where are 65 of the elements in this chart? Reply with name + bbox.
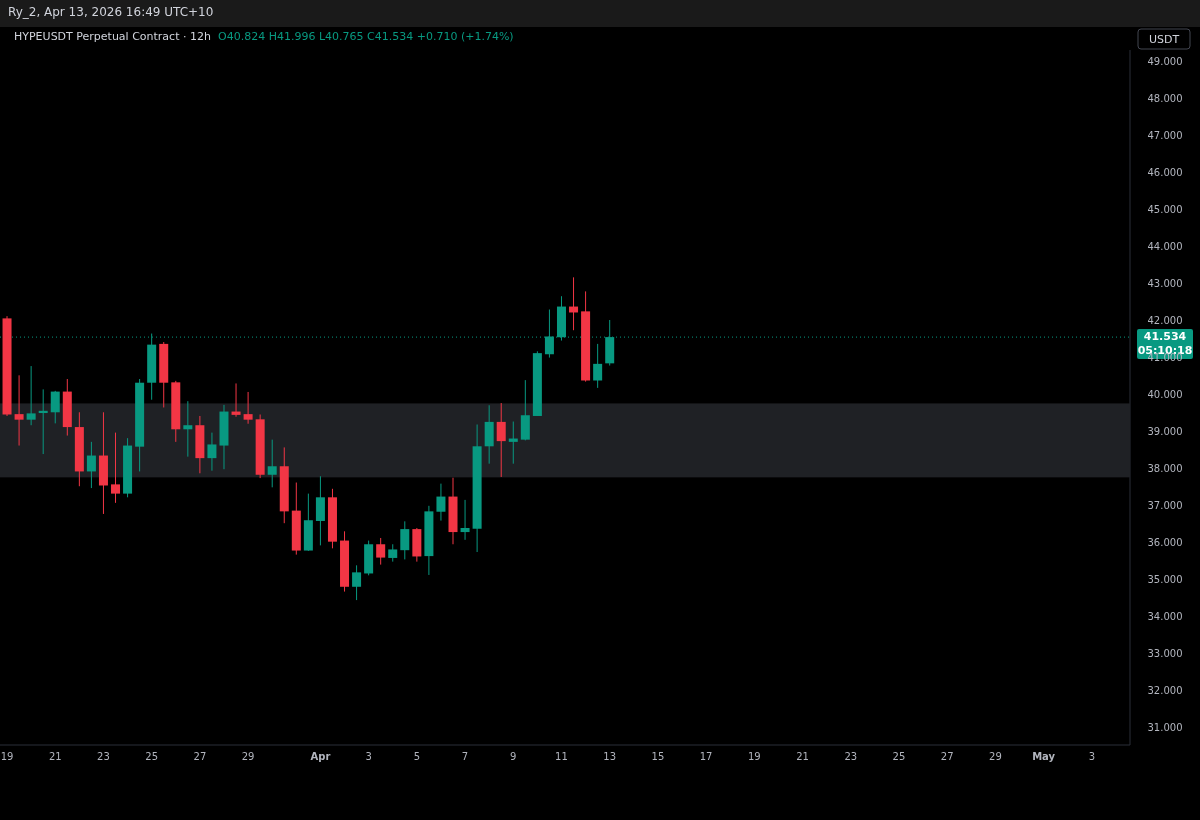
x-tick-label: 3 xyxy=(1088,751,1096,762)
candlestick xyxy=(267,439,277,488)
candlestick xyxy=(376,537,386,566)
candlestick xyxy=(231,382,241,418)
candlestick xyxy=(14,374,24,447)
y-tick-label: 37.000 xyxy=(1147,499,1183,511)
y-tick-label: 39.000 xyxy=(1147,425,1183,437)
y-tick-label: 42.000 xyxy=(1147,314,1183,326)
x-tick-label: 19 xyxy=(747,751,761,762)
y-tick-label: 40.000 xyxy=(1147,388,1183,400)
x-tick-label: 23 xyxy=(844,751,858,762)
y-tick-label: 48.000 xyxy=(1147,93,1183,105)
x-tick-label: 11 xyxy=(555,751,568,762)
candlestick xyxy=(38,388,48,455)
x-tick-label: May xyxy=(1032,751,1056,762)
x-tick-label: 17 xyxy=(699,751,713,762)
y-tick-label: 45.000 xyxy=(1147,203,1183,215)
x-tick-label: 29 xyxy=(989,751,1002,762)
candlestick xyxy=(50,390,60,424)
y-tick-label: 46.000 xyxy=(1147,166,1183,178)
x-tick-label: 15 xyxy=(651,751,665,762)
text: Ry_2, Apr 13, 2026 16:49 UTC+10 xyxy=(8,5,214,19)
x-tick-label: Apr xyxy=(310,751,331,762)
candlestick xyxy=(243,391,253,425)
y-tick-label: 38.000 xyxy=(1147,462,1183,474)
candlestick xyxy=(460,499,470,541)
x-tick-label: 27 xyxy=(193,751,207,762)
candlestick xyxy=(111,432,121,504)
y-tick-label: 33.000 xyxy=(1147,647,1183,659)
x-tick-label: 3 xyxy=(365,751,372,762)
x-tick-label: 25 xyxy=(892,751,906,762)
x-tick-label: 7 xyxy=(461,751,469,762)
x-tick-label: 21 xyxy=(48,751,62,762)
y-tick-label: 35.000 xyxy=(1147,573,1183,585)
candlestick xyxy=(26,365,36,426)
y-tick-label: 47.000 xyxy=(1147,130,1183,142)
candlestick xyxy=(183,400,193,458)
y-tick-label: 36.000 xyxy=(1147,536,1183,548)
y-tick-label: 43.000 xyxy=(1147,277,1183,289)
x-tick-label: 5 xyxy=(413,751,421,762)
candlestick xyxy=(508,421,518,465)
candlestick xyxy=(436,483,446,522)
candlestick xyxy=(400,520,410,560)
x-tick-label: 25 xyxy=(145,751,159,762)
y-tick-label: 31.000 xyxy=(1147,721,1183,733)
x-tick-label: 9 xyxy=(510,751,517,762)
chart-title: HYPEUSDT Perpetual Contract · 12h xyxy=(14,30,211,43)
x-tick-label: 29 xyxy=(241,751,255,762)
y-tick-label: 44.000 xyxy=(1147,240,1183,252)
y-tick-label: 49.000 xyxy=(1147,56,1183,68)
x-tick-label: 23 xyxy=(97,751,110,762)
y-tick-label: 32.000 xyxy=(1147,684,1183,696)
candlestick xyxy=(352,564,362,601)
candlestick xyxy=(315,475,325,546)
candlestick xyxy=(207,432,217,472)
y-tick-label: 34.000 xyxy=(1147,610,1183,622)
x-tick-label: 21 xyxy=(796,751,809,762)
y-axis-title: USDT xyxy=(1148,33,1180,46)
x-tick-label: 19 xyxy=(0,751,14,762)
x-tick-label: 13 xyxy=(603,751,617,762)
x-tick-label: 27 xyxy=(940,751,954,762)
candlestick xyxy=(593,343,603,389)
candlestick xyxy=(86,441,96,489)
chart-subtitle: O40.824 H41.996 L40.765 C41.534 +0.710 (+1.74%) xyxy=(218,30,514,43)
candlestick xyxy=(496,402,506,478)
